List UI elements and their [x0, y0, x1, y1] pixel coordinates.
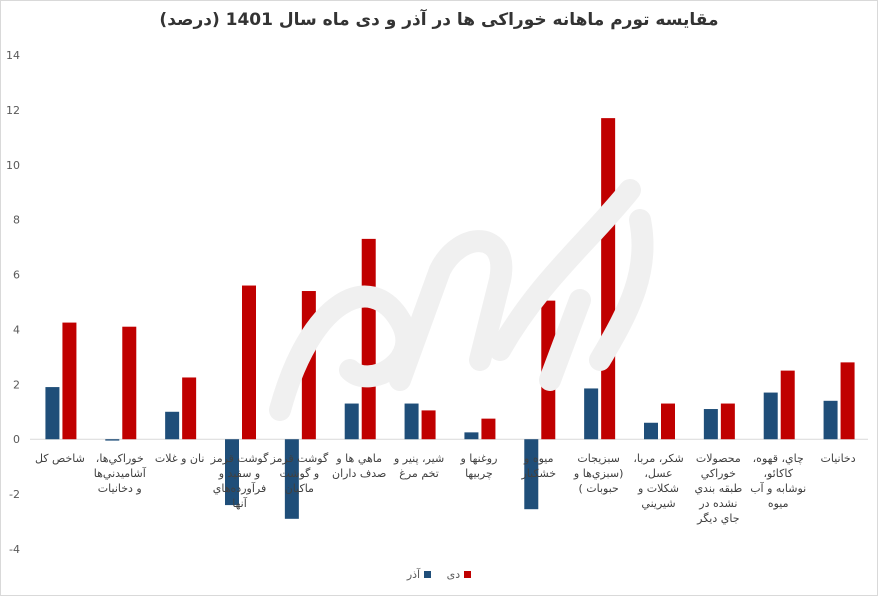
- bar-dey: [780, 370, 795, 440]
- bar-azar: [763, 392, 778, 440]
- bar-azar: [703, 409, 718, 440]
- legend: دی آذر: [0, 568, 878, 581]
- legend-item-dey: دی: [447, 568, 472, 581]
- legend-swatch-dey: [464, 571, 472, 578]
- bar-azar: [404, 403, 419, 440]
- y-tick-label: 12: [6, 104, 20, 117]
- y-tick-label: 6: [13, 269, 20, 282]
- bar-azar: [225, 439, 239, 506]
- x-category-label: چاي، قهوه، كاكائو، نوشابه و آب ميوه: [750, 452, 807, 510]
- x-category-label: نان و غلات: [154, 452, 205, 465]
- y-tick-label: 8: [13, 214, 20, 227]
- bar-dey: [62, 322, 77, 440]
- y-tick-label: 10: [6, 159, 20, 172]
- x-category-label: ميوه و خشكبار: [521, 452, 557, 480]
- y-tick-label: 4: [13, 323, 20, 336]
- bar-dey: [242, 285, 256, 440]
- bar-azar: [45, 387, 60, 440]
- x-category-label: سبزيجات (سبزي‌ها و حبوبات ): [573, 452, 624, 495]
- legend-label-azar: آذر: [406, 568, 421, 581]
- y-tick-label: -4: [9, 543, 20, 556]
- bar-azar: [165, 411, 180, 440]
- legend-swatch-azar: [424, 571, 432, 578]
- chart-title: مقایسه تورم ماهانه خوراکی ها در آذر و دی…: [159, 10, 719, 30]
- bar-dey: [182, 377, 197, 440]
- x-category-label: خوراکي‌ها، آشاميدني‌ها و دخانيات: [93, 452, 146, 495]
- bar-azar: [344, 403, 359, 440]
- bar-dey: [720, 403, 735, 440]
- x-category-label: شير، پنير و تخم مرغ: [393, 452, 445, 480]
- x-category-label: ماهي ها و صدف داران: [331, 452, 387, 480]
- y-tick-label: 14: [6, 49, 20, 62]
- bar-dey: [421, 410, 436, 440]
- x-category-label: شكر، مربا، عسل، شكلات و شيريني: [633, 452, 684, 510]
- bar-azar: [823, 400, 838, 440]
- x-category-label: دخانيات: [820, 452, 856, 465]
- legend-label-dey: دی: [446, 568, 461, 581]
- bar-dey: [122, 326, 137, 440]
- x-category-label: گوشت قرمز و گوشت ماكيان: [270, 452, 329, 495]
- x-category-label: گوشت قرمز و سفيد و فرآورده‌هاي آنها: [210, 452, 269, 510]
- x-category-label: روغنها و چربيها: [460, 452, 498, 480]
- x-category-label: محصولات خوراكي طبقه بندي نشده در جاي ديگ…: [694, 452, 743, 525]
- bar-azar: [105, 439, 120, 441]
- bar-azar: [644, 422, 658, 440]
- watermark-logo: [269, 179, 654, 421]
- bar-azar: [284, 439, 299, 519]
- y-tick-label: 0: [13, 433, 20, 446]
- x-category-label: شاخص کل: [34, 452, 85, 465]
- y-tick-label: 2: [13, 378, 20, 391]
- bar-dey: [840, 362, 855, 440]
- legend-item-azar: آذر: [406, 568, 432, 581]
- bar-azar: [464, 432, 479, 440]
- bar-azar: [584, 388, 599, 440]
- bar-dey: [481, 418, 496, 440]
- bar-azar: [524, 439, 539, 510]
- y-tick-label: -2: [9, 488, 20, 501]
- bar-dey: [661, 403, 675, 440]
